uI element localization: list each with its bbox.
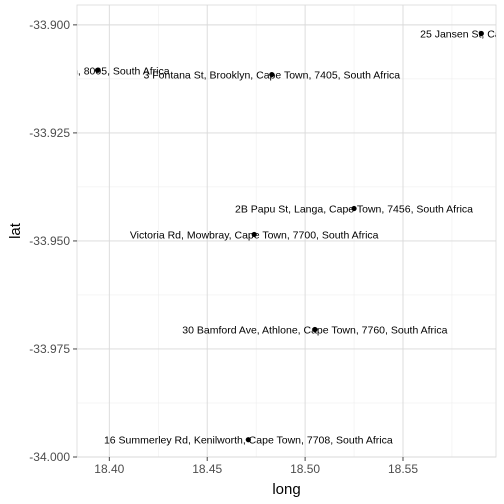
x-tick-label: 18.50 xyxy=(290,462,320,476)
point-label: 3 Fontana St, Brooklyn, Cape Town, 7405,… xyxy=(143,70,400,82)
x-tick-label: 18.55 xyxy=(388,462,418,476)
point-label: 30 Bamford Ave, Athlone, Cape Town, 7760… xyxy=(182,325,447,337)
y-tick-label: -33.950 xyxy=(29,234,70,248)
point-label: 16 Summerley Rd, Kenilworth, Cape Town, … xyxy=(104,435,393,447)
y-tick-label: -33.925 xyxy=(29,126,70,140)
point-label: 25 Jansen St, Cape Town, xyxy=(420,29,504,41)
data-point xyxy=(94,67,101,73)
grid-lines xyxy=(77,5,496,458)
data-points xyxy=(94,30,484,443)
point-label: Victoria Rd, Mowbray, Cape Town, 7700, S… xyxy=(130,229,379,241)
data-point xyxy=(478,30,484,37)
x-axis: 18.40 18.45 18.50 18.55 xyxy=(94,457,418,476)
plot-panel xyxy=(76,4,497,458)
data-point xyxy=(269,71,275,78)
data-point xyxy=(251,231,257,238)
y-tick-label: -33.900 xyxy=(29,18,70,32)
y-tick-label: -33.975 xyxy=(29,342,70,356)
point-labels: 25 Jansen St, Cape Town, Cape Town, 8005,… xyxy=(26,29,504,447)
y-tick-label: -34.000 xyxy=(29,450,70,464)
x-axis-title: long xyxy=(272,481,300,498)
y-axis: -34.000 -33.975 -33.950 -33.925 -33.900 xyxy=(29,18,77,464)
data-point xyxy=(351,205,357,212)
point-label: 2B Papu St, Langa, Cape Town, 7456, Sout… xyxy=(235,204,473,216)
point-label: Cape Town, 8005, South Africa xyxy=(26,65,170,77)
x-tick-label: 18.45 xyxy=(192,462,222,476)
x-tick-label: 18.40 xyxy=(94,462,124,476)
data-point xyxy=(245,437,251,443)
y-axis-title: lat xyxy=(7,222,24,239)
data-point xyxy=(312,326,318,333)
